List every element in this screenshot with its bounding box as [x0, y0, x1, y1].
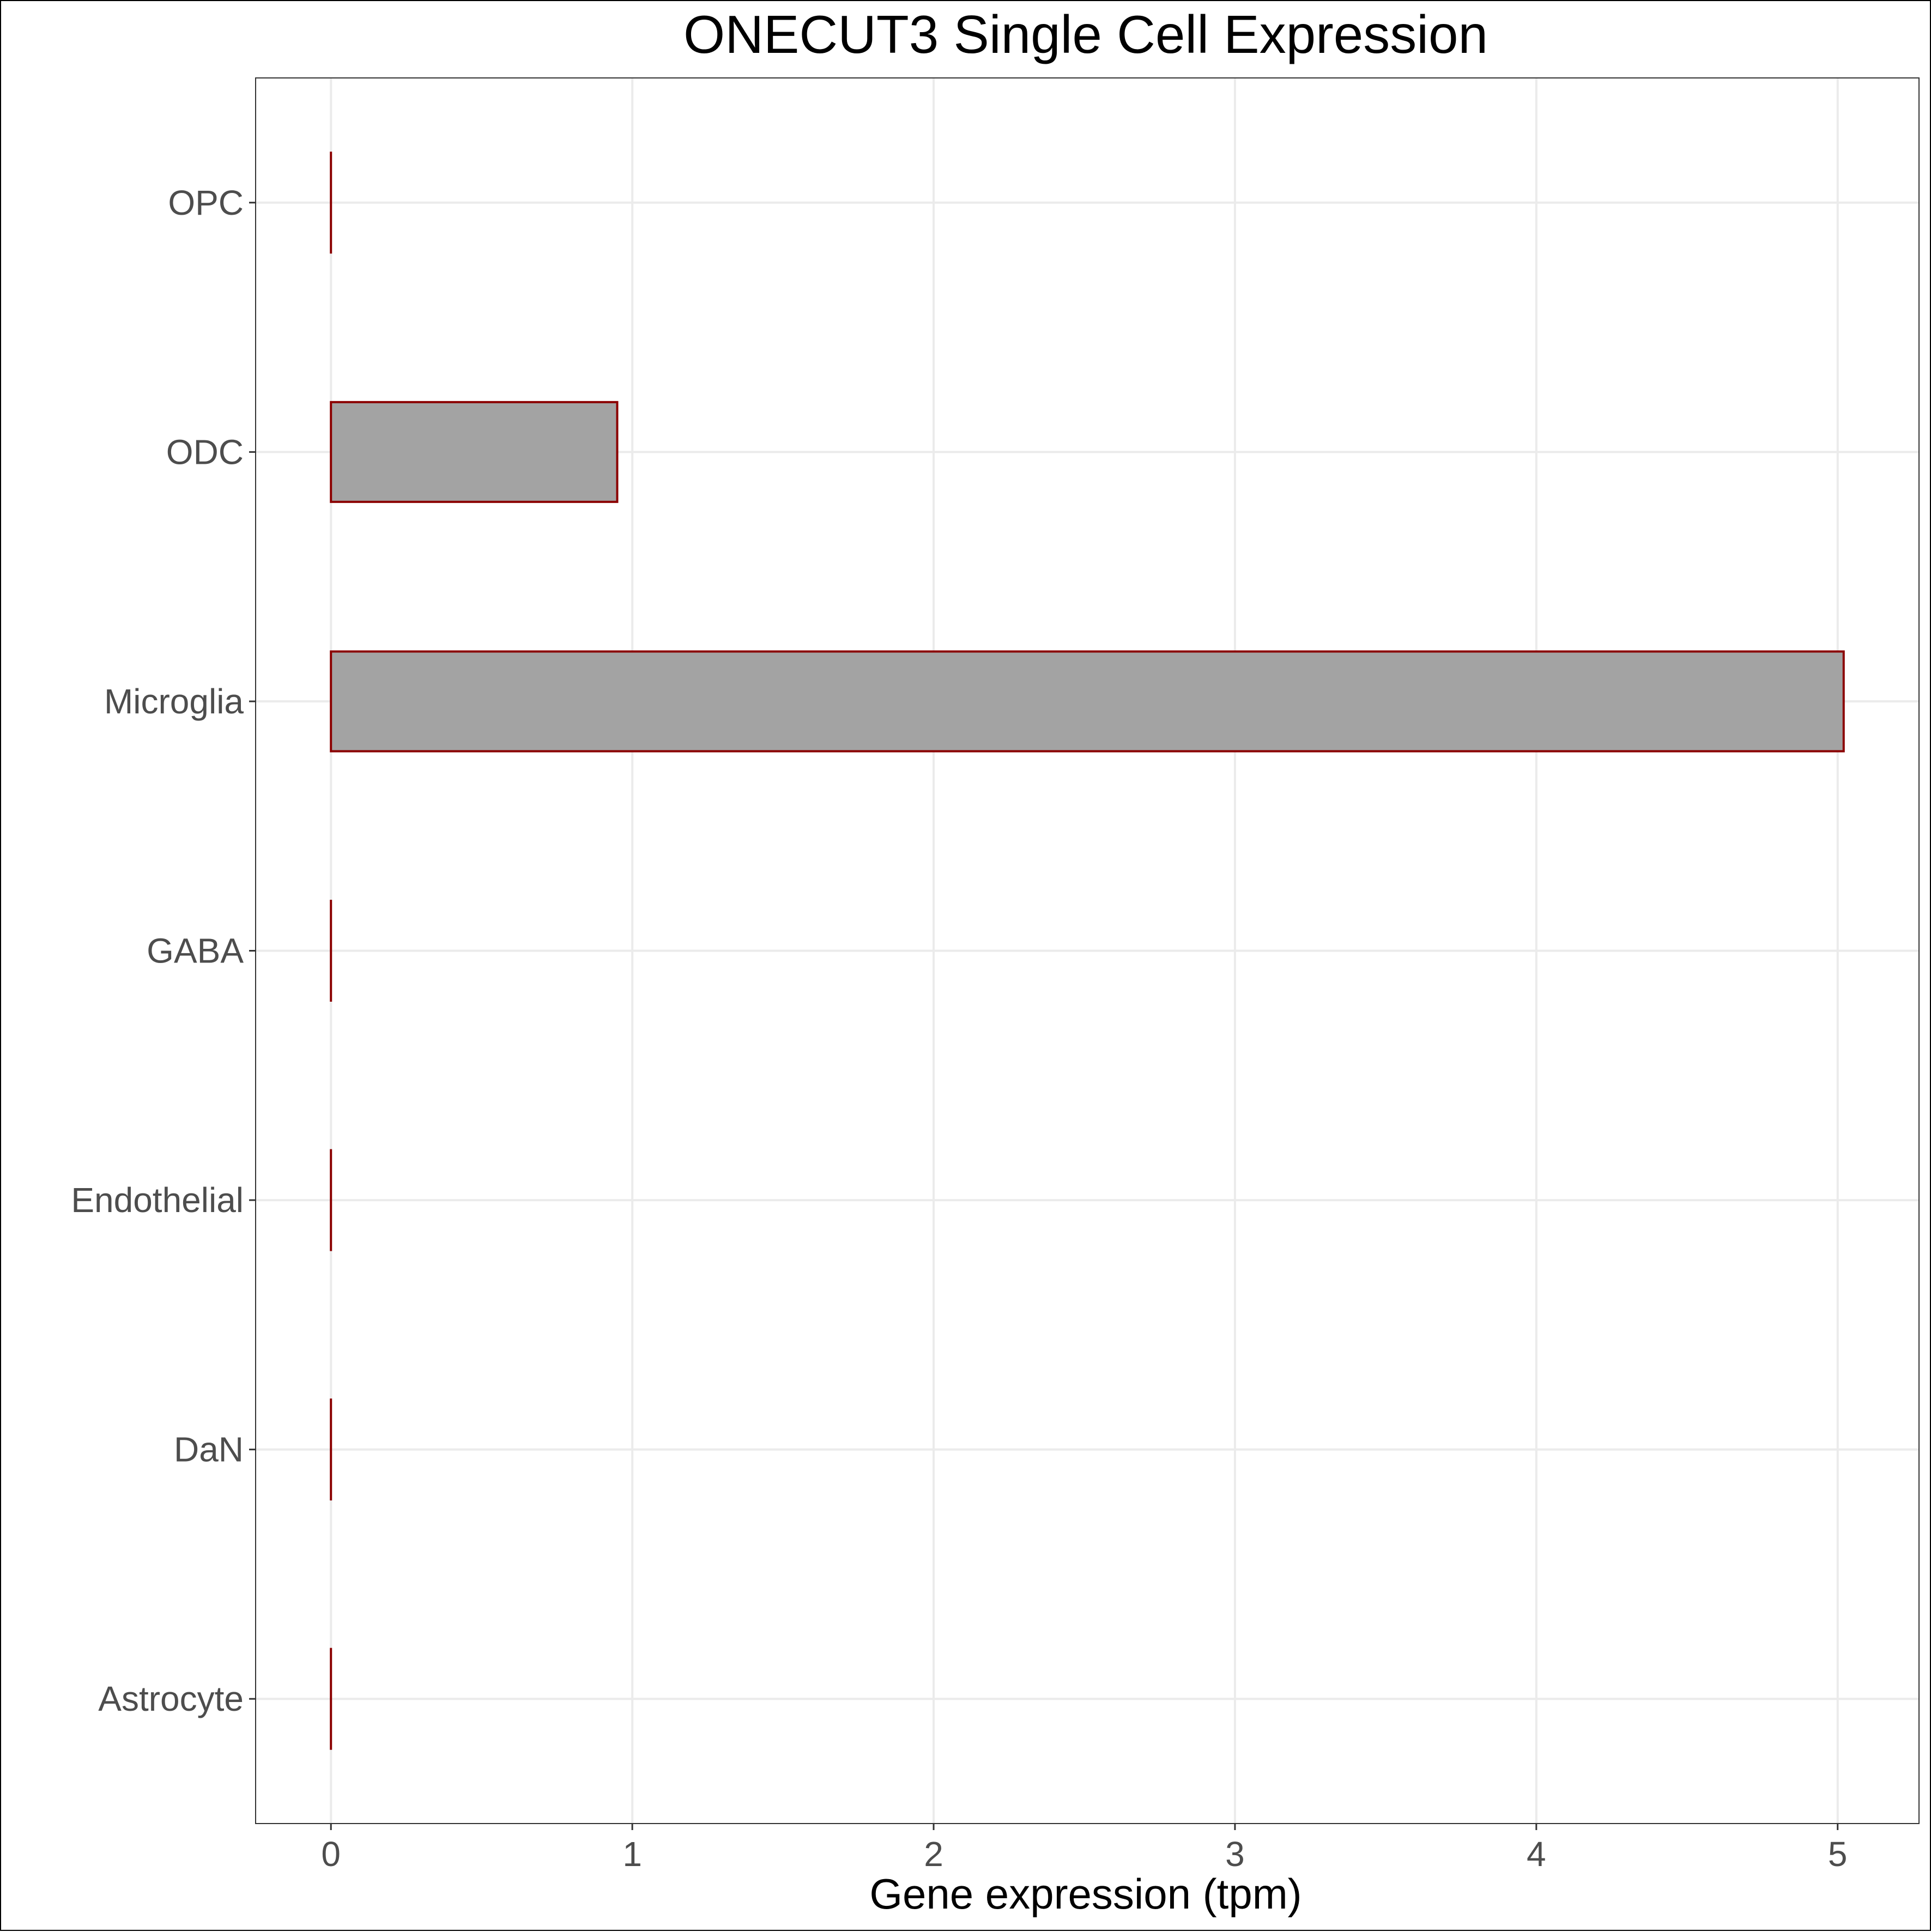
x-tick-label: 1 — [622, 1834, 642, 1874]
bar-odc — [331, 402, 617, 502]
y-tick-label: ODC — [166, 432, 244, 471]
y-tick-label: DaN — [174, 1430, 244, 1469]
x-tick-label: 2 — [924, 1834, 943, 1874]
x-tick-label: 0 — [321, 1834, 341, 1874]
y-tick-labels: Astrocyte DaN Endothelial GABA Microglia ODC O… — [71, 183, 256, 1718]
x-tick-labels: 0 1 2 3 4 5 — [321, 1824, 1847, 1874]
x-tick-label: 4 — [1527, 1834, 1546, 1874]
x-axis-label: Gene expression (tpm) — [869, 1870, 1302, 1918]
y-tick-label: Microglia — [104, 682, 244, 721]
y-tick-label: GABA — [147, 931, 244, 971]
chart-title: ONECUT3 Single Cell Expression — [683, 4, 1488, 64]
y-tick-label: Endothelial — [71, 1180, 244, 1220]
y-tick-label: Astrocyte — [98, 1679, 244, 1718]
y-tick-label: OPC — [168, 183, 244, 222]
x-tick-label: 3 — [1225, 1834, 1245, 1874]
bar-microglia — [331, 651, 1844, 751]
grid-lines — [256, 78, 1919, 1824]
x-tick-label: 5 — [1828, 1834, 1848, 1874]
